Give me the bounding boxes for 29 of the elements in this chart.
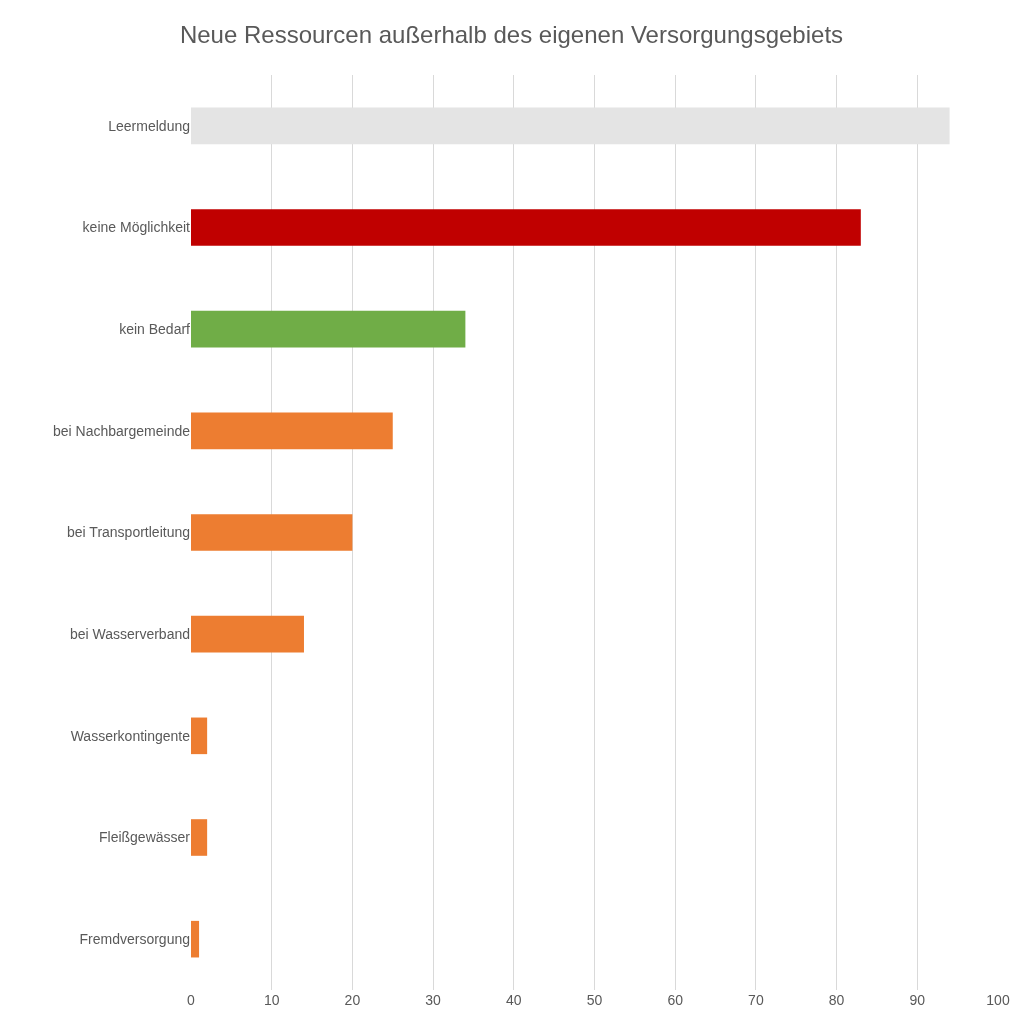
y-tick-label: keine Möglichkeit xyxy=(82,219,191,236)
bar xyxy=(191,920,200,958)
bar xyxy=(191,819,208,856)
x-tick-label: 50 xyxy=(586,992,603,1008)
y-tick-label: Leermeldung xyxy=(108,117,190,134)
x-tick-label: 60 xyxy=(667,992,684,1008)
x-tick-label: 90 xyxy=(909,992,926,1008)
y-tick-label: bei Nachbargemeinde xyxy=(53,422,191,439)
x-tick-label: 80 xyxy=(828,992,845,1008)
y-tick-label: Fremdversorgung xyxy=(79,931,190,948)
bar xyxy=(191,412,393,450)
bar xyxy=(191,310,466,348)
bar xyxy=(191,615,304,653)
x-tick-label: 40 xyxy=(506,992,522,1008)
y-tick-label: bei Wasserverband xyxy=(69,626,190,643)
bar xyxy=(191,514,353,551)
y-tick-label: Wasserkontingente xyxy=(70,727,191,744)
bar xyxy=(191,209,861,246)
x-tick-label: 20 xyxy=(344,992,361,1008)
x-tick-label: 10 xyxy=(263,992,280,1008)
y-tick-label: bei Transportleitung xyxy=(67,524,190,541)
y-tick-label: Fleißgewässer xyxy=(98,829,191,846)
chart-title: Neue Ressourcen außerhalb des eigenen Versorgungsgebiets xyxy=(179,20,844,48)
x-tick-label: 30 xyxy=(425,992,442,1008)
bar xyxy=(191,717,208,755)
x-tick-label: 0 xyxy=(187,992,196,1008)
y-tick-label: kein Bedarf xyxy=(119,321,191,338)
x-tick-label: 70 xyxy=(748,992,764,1008)
x-tick-label: 100 xyxy=(986,992,1010,1008)
